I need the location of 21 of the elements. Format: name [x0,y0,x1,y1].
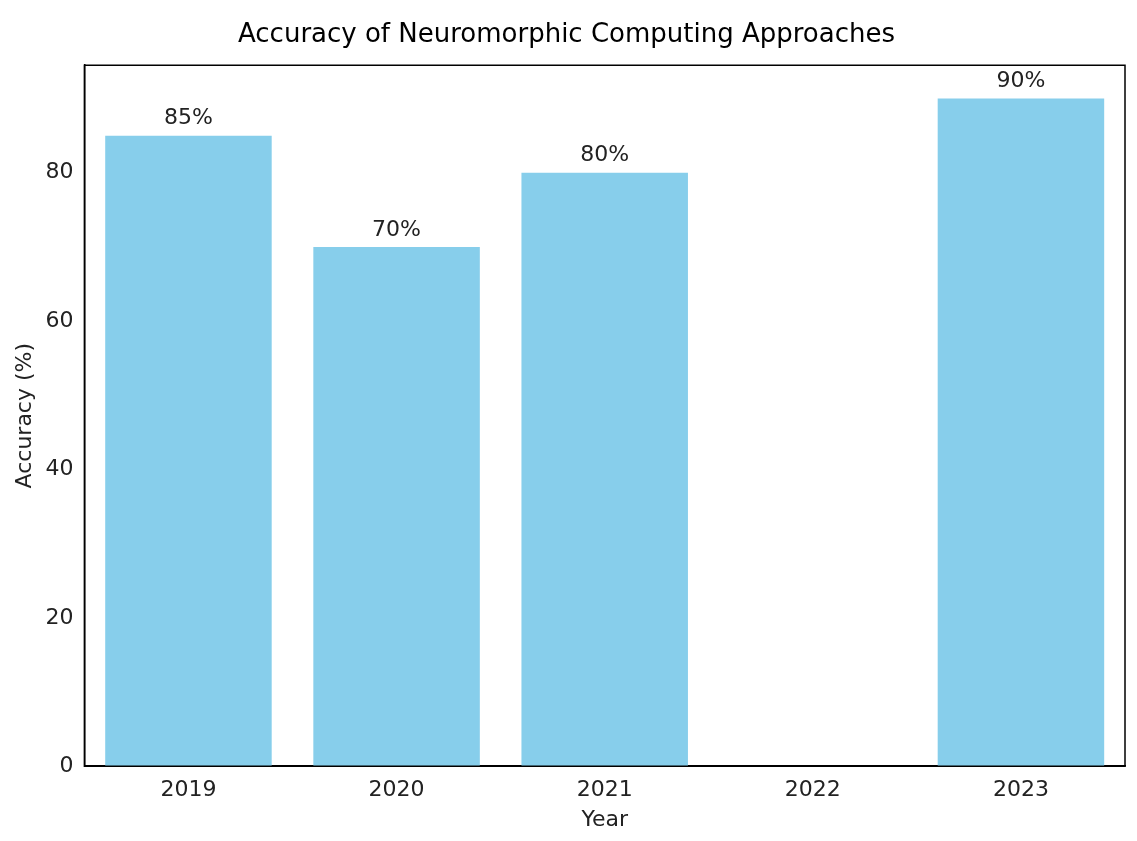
x-tick-label: 2022 [784,776,841,802]
chart-title: Accuracy of Neuromorphic Computing Approaches [237,18,896,49]
x-axis-title: Year [580,805,629,831]
data-label: 80% [580,141,630,167]
x-tick-label: 2023 [992,776,1049,802]
bar [521,172,688,767]
data-label: 70% [372,215,422,241]
y-tick-label: 20 [45,603,74,629]
x-tick-label: 2021 [576,776,633,802]
x-tick-label: 2019 [160,776,217,802]
data-label: 85% [164,104,213,130]
y-tick-label: 80 [45,158,74,184]
bar [105,135,272,767]
bar [313,246,480,767]
y-tick-label: 0 [59,751,74,777]
y-tick-label: 60 [45,306,74,332]
data-label: 90% [996,67,1046,93]
bar [937,98,1105,767]
x-tick-label: 2020 [368,776,425,802]
y-axis-title: Accuracy (%) [10,342,36,489]
y-tick-label: 40 [45,455,74,481]
